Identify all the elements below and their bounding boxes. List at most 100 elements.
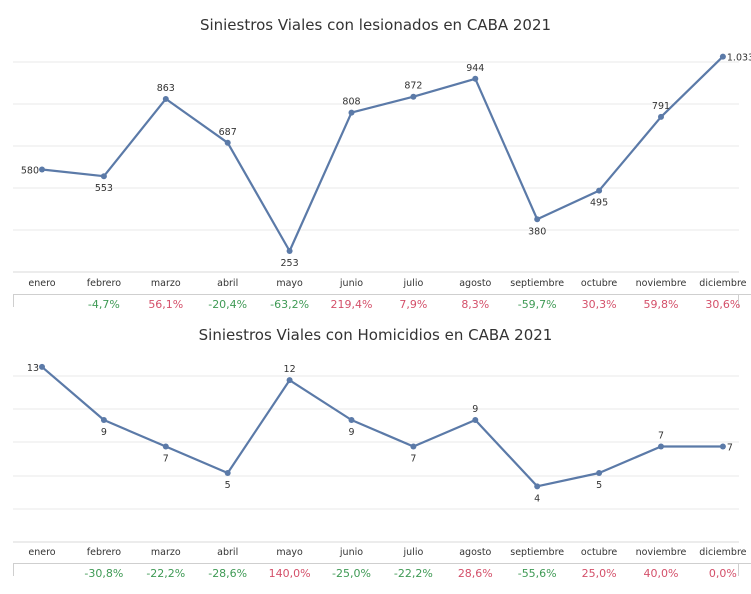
data-label: 1.033 [727,53,751,64]
series-line [41,55,724,253]
row-edge-left [13,295,14,307]
chart-title: Siniestros Viales con lesionados en CABA… [199,16,552,34]
chart-title: Siniestros Viales con Homicidios en CABA… [198,326,553,344]
monthly-change-value: -30,8% [84,567,124,580]
x-tick-label: marzo [151,547,181,558]
x-tick-label: junio [339,547,363,558]
data-point[interactable] [39,166,45,173]
data-point[interactable] [719,443,726,450]
x-tick-label: noviembre [636,278,687,289]
monthly-change-value: -22,2% [146,567,186,580]
monthly-change-value: 59,8% [643,298,679,311]
monthly-change-value: 25,0% [581,567,617,580]
monthly-change-value: -20,4% [208,298,248,311]
data-label: 12 [284,364,296,375]
data-label: 944 [466,63,484,74]
data-label: 7 [410,454,416,465]
monthly-change-value: 219,4% [330,298,373,311]
data-label: 7 [163,454,169,465]
data-label: 7 [658,431,664,442]
x-tick-label: agosto [459,278,491,289]
data-label: 495 [590,198,608,209]
data-point[interactable] [162,443,169,450]
data-point[interactable] [472,416,479,423]
x-tick-label: abril [217,547,238,558]
monthly-change-value: 56,1% [148,298,184,311]
row-edge-left [13,564,14,576]
data-point[interactable] [472,75,479,82]
data-point[interactable] [658,113,664,120]
monthly-change-value: -59,7% [517,298,557,311]
row-edge-right [738,564,739,576]
monthly-change-row: -4,7% 56,1% -20,4% -63,2% 219,4% 7,9% 8,3% -59,… [13,294,751,315]
data-label: 253 [281,258,299,269]
data-point[interactable] [224,470,231,477]
x-tick-label: febrero [87,278,121,289]
data-label: 9 [472,404,478,415]
data-label: 7 [727,443,733,454]
monthly-change-value: 40,0% [643,567,679,580]
x-tick-label: diciembre [699,547,746,558]
monthly-change-value: -63,2% [270,298,310,311]
data-point[interactable] [534,483,541,490]
monthly-change-value: -25,0% [332,567,371,580]
data-label: 13 [27,363,39,374]
data-label: 5 [225,480,231,491]
data-label: 4 [534,493,540,504]
data-label: 791 [652,101,670,112]
data-label: 553 [95,183,113,194]
data-point[interactable] [596,470,603,477]
x-tick-label: junio [339,278,363,289]
x-tick-label: abril [217,278,238,289]
monthly-change-value: -55,6% [517,567,557,580]
data-label: 863 [157,83,175,94]
data-label: 808 [342,97,360,108]
series-line [41,366,723,488]
data-point[interactable] [39,363,45,370]
x-tick-label: agosto [459,547,491,558]
x-tick-label: julio [403,278,424,289]
monthly-change-value: 8,3% [461,298,490,311]
data-label: 580 [21,165,39,176]
data-point[interactable] [286,377,293,384]
chart-lesionados: Siniestros Viales con lesionados en CABA… [13,16,751,315]
data-point[interactable] [348,109,355,116]
x-tick-label: enero [28,278,55,289]
data-label: 872 [404,81,422,92]
data-point[interactable] [596,187,603,194]
data-point[interactable] [658,443,664,450]
x-tick-label: mayo [276,547,303,558]
x-tick-label: septiembre [510,278,564,289]
data-point[interactable] [348,416,355,423]
monthly-change-value: 28,6% [457,567,493,580]
data-point[interactable] [410,443,417,450]
data-point[interactable] [410,93,417,100]
x-tick-label: marzo [151,278,181,289]
data-point[interactable] [224,139,231,146]
monthly-change-row: -30,8% -22,2% -28,6% 140,0% -25,0% -22,2% 28,6… [13,563,751,584]
data-point[interactable] [100,416,107,423]
x-tick-label: julio [403,547,424,558]
data-label: 9 [348,427,354,438]
x-tick-label: noviembre [636,547,687,558]
data-label: 687 [219,127,237,138]
data-point[interactable] [534,216,541,223]
x-tick-label: enero [28,547,55,558]
monthly-change-value: 0,0% [708,567,737,580]
monthly-change-value: 30,6% [705,298,741,311]
row-edge-right [738,295,739,307]
data-point[interactable] [162,95,169,102]
data-point[interactable] [286,247,293,254]
monthly-change-value: -28,6% [208,567,248,580]
monthly-change-value: 30,3% [581,298,617,311]
x-tick-label: mayo [276,278,303,289]
data-label: 5 [596,480,602,491]
data-label: 9 [101,427,107,438]
data-label: 380 [528,226,546,237]
line-chart-svg: enero febrero marzo abril mayo junio julio agos… [13,53,751,289]
data-point[interactable] [719,53,726,60]
data-point[interactable] [100,173,107,180]
monthly-change-value: 140,0% [268,567,311,580]
